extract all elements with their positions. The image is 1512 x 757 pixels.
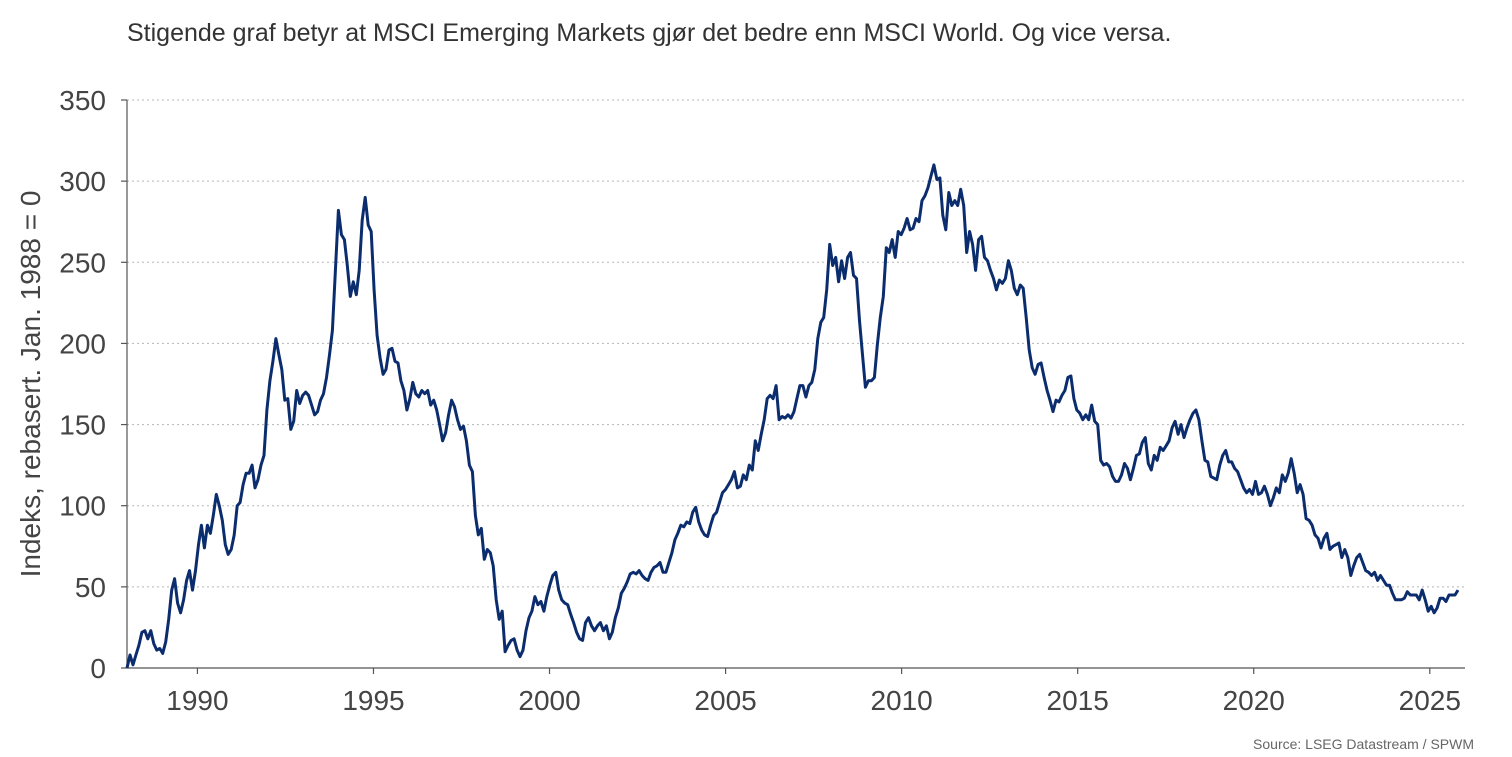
x-tick-label: 2010 (870, 685, 932, 716)
x-tick-label: 1995 (342, 685, 404, 716)
y-axis-label: Indeks, rebasert. Jan. 1988 = 0 (15, 191, 46, 578)
x-tick-label: 2000 (518, 685, 580, 716)
y-tick-label: 350 (59, 85, 106, 116)
x-tick-label: 1990 (166, 685, 228, 716)
y-tick-label: 200 (59, 328, 106, 359)
chart-title: Stigende graf betyr at MSCI Emerging Mar… (127, 19, 1171, 47)
y-tick-label: 100 (59, 491, 106, 522)
y-tick-labels: 0 50 100 150 200 250 300 350 (59, 85, 127, 684)
x-tick-label: 2020 (1223, 685, 1285, 716)
x-tick-labels: 1990 1995 2000 2005 2010 2015 2020 2025 (166, 668, 1461, 716)
y-tick-label: 300 (59, 166, 106, 197)
y-tick-label: 250 (59, 247, 106, 278)
source-note: Source: LSEG Datastream / SPWM (1253, 736, 1474, 752)
y-tick-label: 0 (90, 653, 106, 684)
x-tick-label: 2005 (694, 685, 756, 716)
series-line (125, 163, 1460, 669)
x-tick-label: 2015 (1047, 685, 1109, 716)
gridlines (127, 99, 1465, 588)
y-tick-label: 50 (75, 572, 106, 603)
y-tick-label: 150 (59, 410, 106, 441)
x-tick-label: 2025 (1399, 685, 1461, 716)
